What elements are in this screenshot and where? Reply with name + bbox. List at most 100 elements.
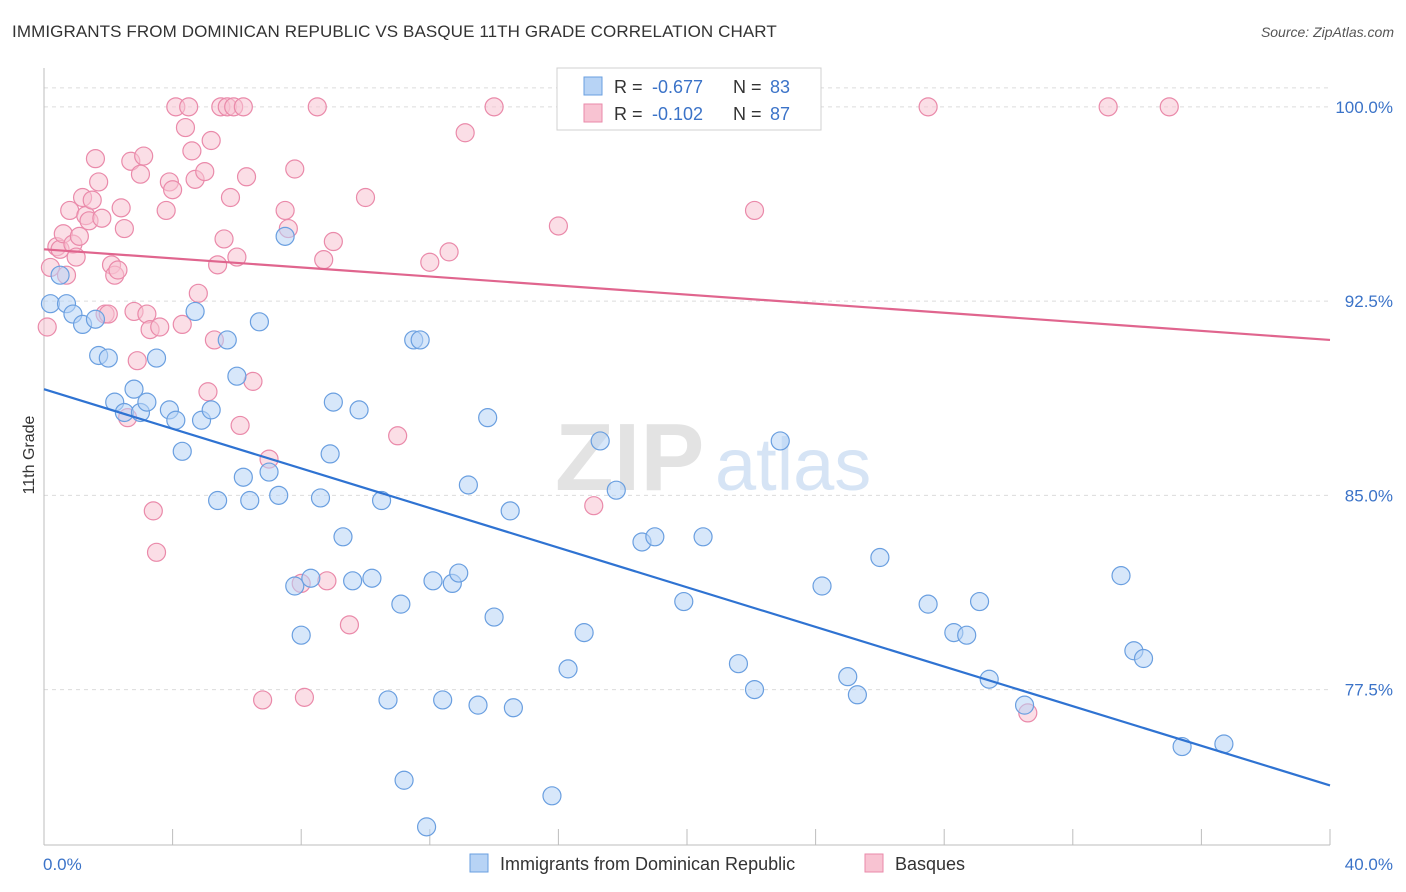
dominican-point [349, 400, 369, 420]
dominican-point [558, 659, 578, 679]
basques-point [111, 198, 131, 218]
basques-point [92, 208, 112, 228]
watermark: ZIP atlas [555, 404, 871, 511]
legend-label-basques: Basques [895, 854, 965, 874]
basques-point [172, 314, 192, 335]
stats-n-label-pink: N = [733, 104, 762, 124]
basques-point [182, 141, 202, 161]
dominican-point [590, 431, 610, 451]
dominican-point [468, 695, 488, 715]
stats-r-value-pink: -0.102 [652, 104, 703, 124]
legend-swatch-basques [864, 853, 884, 873]
basques-point [243, 371, 263, 391]
y-tick-labels: 77.5% 85.0% 92.5% 100.0% [1335, 98, 1393, 700]
watermark-zip: ZIP [555, 404, 704, 511]
dominican-point [728, 654, 749, 674]
dominican-point [574, 623, 594, 643]
dominican-point [166, 410, 186, 430]
dominican-point [362, 568, 382, 588]
dominican-point [693, 527, 713, 547]
basques-point [388, 426, 408, 446]
legend-swatch-dominican [469, 853, 489, 873]
basques-point [918, 97, 938, 117]
basques-point [484, 97, 504, 117]
dominican-point [979, 669, 999, 689]
dominican-point [320, 444, 340, 464]
basques-point [314, 250, 334, 270]
chart-title: IMMIGRANTS FROM DOMINICAN REPUBLIC VS BA… [12, 22, 777, 41]
dominican-point [1111, 566, 1131, 586]
stats-n-value-blue: 83 [770, 77, 790, 97]
stats-n-value-pink: 87 [770, 104, 790, 124]
dominican-point [124, 379, 144, 399]
dominican-point [410, 330, 430, 350]
dominican-point [208, 490, 228, 511]
basques-point [1098, 97, 1118, 117]
dominican-point [172, 441, 192, 461]
basques-point [195, 162, 215, 182]
dominican-point [1014, 695, 1035, 715]
basques-point [584, 496, 604, 516]
dominican-point [478, 408, 498, 428]
basques-point [548, 216, 569, 236]
dominican-point [371, 490, 392, 511]
x-tick-label-max: 40.0% [1345, 855, 1393, 874]
dominican-point [645, 527, 665, 547]
series-basques-points [37, 97, 1179, 723]
dominican-point [458, 475, 478, 495]
basques-point [201, 130, 221, 151]
dominican-point [378, 690, 398, 710]
dominican-point [391, 594, 411, 614]
dominican-point [40, 294, 61, 314]
dominican-point [85, 309, 106, 329]
basques-point [214, 229, 234, 249]
dominican-point [542, 786, 562, 806]
basques-point [253, 690, 273, 710]
dominican-point [343, 571, 363, 591]
dominican-point [275, 226, 295, 246]
basques-point [156, 200, 176, 221]
dominican-point [301, 568, 321, 588]
basques-point [85, 149, 106, 169]
basques-point [130, 164, 151, 184]
dominican-point [1133, 648, 1154, 669]
basques-point [220, 187, 241, 208]
dominican-point [249, 312, 270, 332]
basques-point [230, 415, 250, 436]
dominican-point [233, 467, 253, 487]
basques-point [143, 501, 163, 521]
y-tick-label: 100.0% [1335, 98, 1393, 117]
trend-line-basques [43, 248, 1331, 342]
dominican-point [394, 770, 414, 790]
basques-point [420, 252, 440, 272]
basques-point [198, 382, 218, 402]
basques-point [127, 351, 147, 371]
basques-point [150, 317, 170, 337]
dominican-point [957, 625, 977, 645]
basques-point [455, 123, 475, 143]
dominican-point [269, 485, 289, 505]
trend-lines [43, 248, 1331, 787]
basques-point [114, 218, 134, 239]
source-label: Source: ZipAtlas.com [1260, 24, 1394, 40]
dominican-point [240, 490, 260, 511]
basques-point [89, 172, 109, 192]
dominican-point [744, 679, 765, 700]
dominican-point [185, 301, 205, 322]
dominican-point [423, 571, 443, 591]
dominican-point [606, 480, 626, 500]
stats-r-value-blue: -0.677 [652, 77, 703, 97]
series-dominican-points [40, 226, 1234, 837]
dominican-point [310, 488, 331, 508]
basques-point [175, 117, 196, 138]
dominican-point [770, 431, 790, 451]
dominican-point [227, 366, 247, 386]
dominican-point [674, 591, 694, 612]
dominican-point [433, 690, 453, 710]
basques-point [146, 542, 167, 562]
basques-point [179, 97, 199, 117]
basques-point [69, 226, 89, 246]
basques-point [323, 231, 343, 252]
